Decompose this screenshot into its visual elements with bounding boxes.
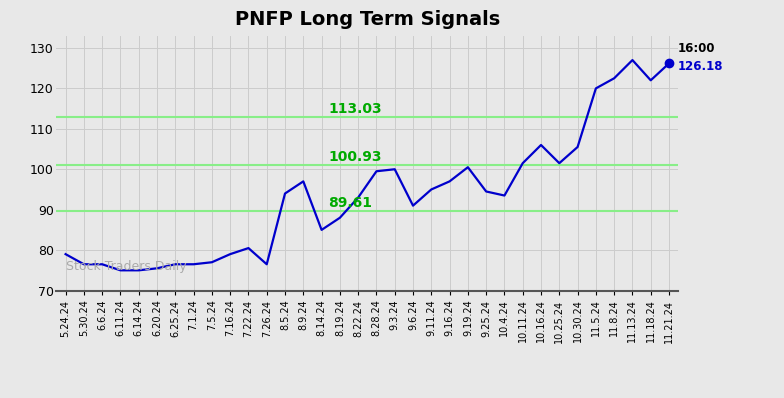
Text: 113.03: 113.03 — [328, 101, 382, 115]
Text: 126.18: 126.18 — [677, 60, 723, 73]
Text: Stock Traders Daily: Stock Traders Daily — [66, 260, 187, 273]
Title: PNFP Long Term Signals: PNFP Long Term Signals — [234, 10, 500, 29]
Text: 16:00: 16:00 — [677, 42, 715, 55]
Text: 89.61: 89.61 — [328, 196, 372, 210]
Text: 100.93: 100.93 — [328, 150, 382, 164]
